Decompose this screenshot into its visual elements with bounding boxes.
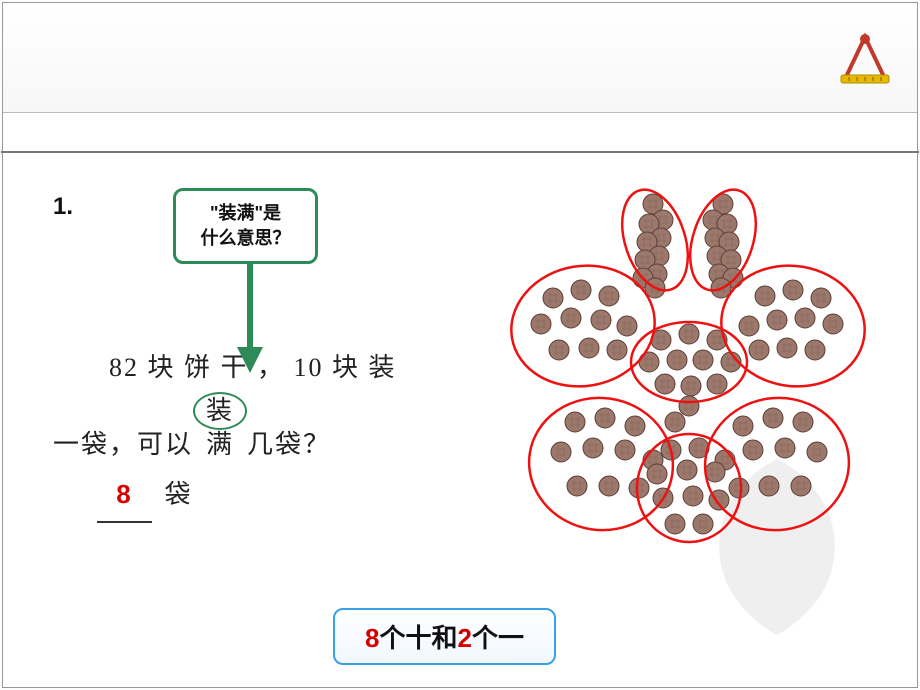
slide: 1. "装满"是 什么意思？ 82 块 饼 干 ， 10 块 装 一袋，可以装满… — [2, 2, 918, 688]
question-number: 1. — [53, 193, 73, 221]
callout-line2: 什么意思？ — [182, 226, 309, 251]
callout-box: "装满"是 什么意思？ — [173, 188, 318, 264]
circled-word: 装满 — [193, 392, 247, 430]
answer-blank: 8 — [97, 470, 152, 523]
problem-line2: 一袋，可以装满几袋？ — [53, 392, 453, 469]
butterfly-diagram — [493, 178, 883, 578]
header-rule — [1, 151, 919, 153]
compass-ruler-icon — [835, 29, 895, 89]
top-band — [3, 3, 917, 113]
answer-unit: 袋 — [165, 480, 193, 509]
callout-arrow-icon — [235, 253, 265, 373]
result-box: 8个十和2个一 — [333, 608, 556, 665]
result-ones: 2 — [457, 623, 471, 653]
problem-answer-row: 8 袋 — [93, 470, 453, 523]
result-tens: 8 — [365, 623, 379, 653]
callout-line1: "装满"是 — [182, 201, 309, 226]
